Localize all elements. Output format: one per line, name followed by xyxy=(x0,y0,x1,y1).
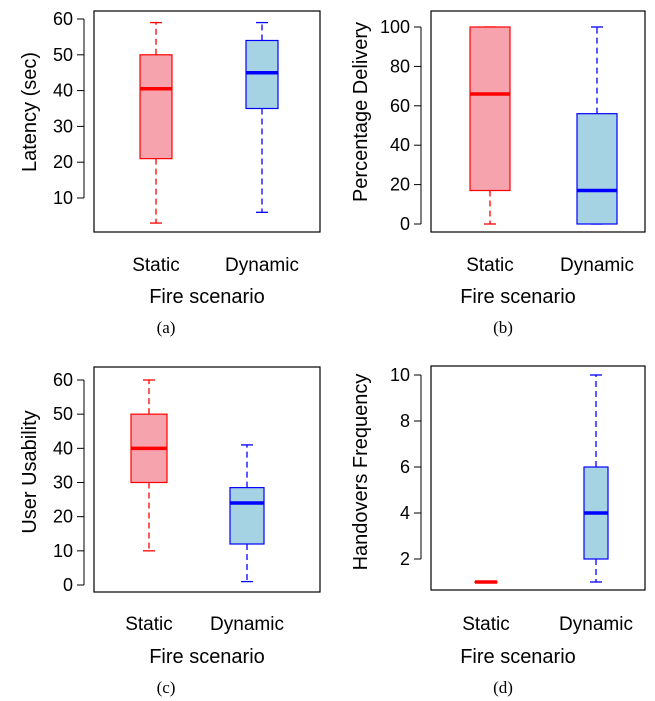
box-dynamic xyxy=(583,374,609,583)
y-tick-label: 30 xyxy=(53,473,73,493)
category-label: Dynamic xyxy=(210,614,284,635)
y-tick-label: 0 xyxy=(400,214,410,234)
category-label: Dynamic xyxy=(560,255,634,276)
panel-caption: (d) xyxy=(493,678,513,697)
y-tick-label: 50 xyxy=(53,45,73,65)
y-tick-label: 80 xyxy=(390,56,410,76)
chart-panel-3: 0 10 20 30 40 50 60 Static Dynamic Fire scenario U… xyxy=(19,366,321,697)
box-dynamic xyxy=(229,444,265,583)
y-tick-label: 100 xyxy=(380,17,410,37)
y-axis-title: Latency (sec) xyxy=(19,52,41,172)
y-tick-label: 6 xyxy=(400,457,410,477)
plot-frame xyxy=(430,365,646,591)
y-tick-label: 2 xyxy=(400,549,410,569)
box-body xyxy=(245,39,279,110)
panel-caption: (b) xyxy=(493,318,513,337)
box-dynamic xyxy=(245,21,279,213)
y-tick-label: 0 xyxy=(63,575,73,595)
chart-panel-2: 0 20 40 60 80 100 Static Dynamic Fire scenario Pe… xyxy=(350,10,646,337)
x-axis-title: Fire scenario xyxy=(460,286,576,308)
y-tick-label: 40 xyxy=(390,135,410,155)
y-axis-title: User Usability xyxy=(19,410,41,533)
y-tick-label: 30 xyxy=(53,116,73,136)
chart-panel-1: 10 20 30 40 50 60 Static Dynamic Fire scenario La… xyxy=(19,9,321,337)
y-axis-title: Handovers Frequency xyxy=(350,374,372,571)
box-static xyxy=(139,21,173,224)
y-tick-label: 20 xyxy=(390,175,410,195)
y-tick-label: 10 xyxy=(390,365,410,385)
y-tick-label: 10 xyxy=(53,541,73,561)
plot-frame xyxy=(93,10,321,233)
box-dynamic xyxy=(576,26,618,225)
x-axis-title: Fire scenario xyxy=(149,286,265,308)
y-axis-title: Percentage Delivery xyxy=(350,22,372,202)
y-tick-label: 60 xyxy=(390,96,410,116)
panel-caption: (a) xyxy=(157,318,176,337)
x-axis-title: Fire scenario xyxy=(149,646,265,668)
category-label: Static xyxy=(466,255,514,276)
x-axis-title: Fire scenario xyxy=(460,646,576,668)
y-tick-label: 20 xyxy=(53,507,73,527)
category-label: Static xyxy=(125,614,173,635)
box-body xyxy=(469,26,511,192)
y-tick-label: 60 xyxy=(53,9,73,29)
category-label: Dynamic xyxy=(225,255,299,276)
category-label: Static xyxy=(462,614,510,635)
box-static xyxy=(469,26,511,225)
panel-caption: (c) xyxy=(157,678,176,697)
category-label: Dynamic xyxy=(559,614,633,635)
box-static xyxy=(130,379,168,552)
plot-frame xyxy=(93,366,321,593)
category-label: Static xyxy=(132,255,180,276)
y-tick-label: 4 xyxy=(400,503,410,523)
y-tick-label: 40 xyxy=(53,81,73,101)
plot-frame xyxy=(430,10,646,233)
y-tick-label: 8 xyxy=(400,411,410,431)
box-body xyxy=(139,54,173,160)
box-body xyxy=(229,487,265,545)
y-tick-label: 10 xyxy=(53,188,73,208)
box-body xyxy=(576,113,618,225)
box-static xyxy=(474,580,498,584)
chart-panel-4: 2 4 6 8 10 Static Dynamic Fire scenario Handover… xyxy=(350,365,646,697)
y-tick-label: 50 xyxy=(53,404,73,424)
y-tick-label: 20 xyxy=(53,152,73,172)
y-tick-label: 60 xyxy=(53,370,73,390)
y-tick-label: 40 xyxy=(53,438,73,458)
